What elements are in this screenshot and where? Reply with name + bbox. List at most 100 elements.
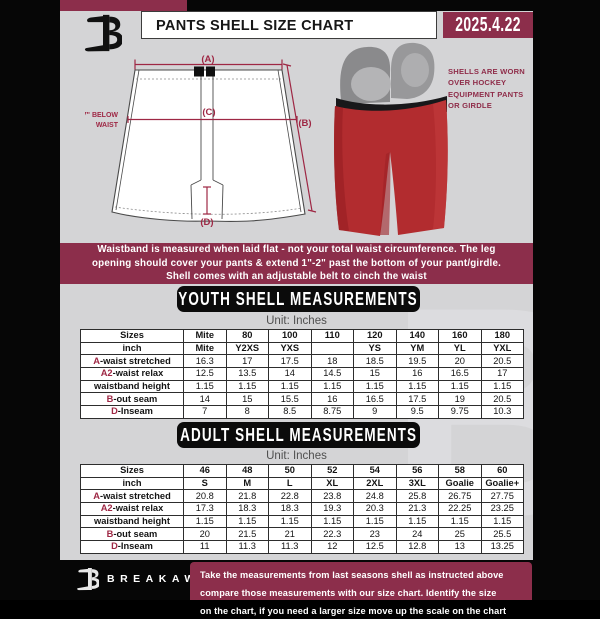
top-border xyxy=(0,0,600,11)
value-cell: 12.8 xyxy=(395,540,439,554)
value-cell: 16 xyxy=(395,367,439,381)
table-row: waistband height 1.15 1.15 1.15 1.15 1.15 1.15… xyxy=(80,379,524,394)
value-cell: 1.15 xyxy=(480,379,524,394)
value-cell: 27.75 xyxy=(480,489,524,504)
value-cell: 13.5 xyxy=(225,367,269,381)
table-row: inch S M L XL 2XL 3XL Goalie Goalie+ xyxy=(80,476,524,491)
adult-section-title: ADULT SHELL MEASUREMENTS xyxy=(180,424,417,446)
table-row: waistband height 1.15 1.15 1.15 1.15 1.15 1.15… xyxy=(80,514,524,529)
row-label: inch xyxy=(80,341,184,356)
value-cell: 24 xyxy=(395,527,439,542)
value-cell: 20.5 xyxy=(480,392,524,407)
value-cell: S xyxy=(183,476,227,491)
value-cell: YL xyxy=(438,341,482,356)
page-title-box: PANTS SHELL SIZE CHART xyxy=(141,11,437,39)
value-cell: 52 xyxy=(310,464,354,478)
value-cell: 110 xyxy=(310,329,354,343)
footer: BREAKAWAY Take the measurements from las… xyxy=(0,560,600,616)
value-cell: 1.15 xyxy=(480,514,524,529)
footer-instructions-box: Take the measurements from last seasons … xyxy=(190,562,532,616)
value-cell: 13.25 xyxy=(480,540,524,554)
value-cell: 21.5 xyxy=(225,527,269,542)
value-cell: 20 xyxy=(183,527,227,542)
youth-measurements-table: Sizes Mite 80 100 110 120 140 160 180 inch Mite Y2X… xyxy=(80,329,524,419)
left-border xyxy=(0,0,60,600)
label-a: (A) xyxy=(201,54,214,65)
adult-measurements-table: Sizes 46 48 50 52 54 56 58 60 inch S M L XL 2XL 3XL Goal… xyxy=(80,464,524,554)
value-cell: 14 xyxy=(183,392,227,407)
value-cell: 7 xyxy=(183,405,227,419)
value-cell: M xyxy=(225,476,269,491)
row-label: A2-waist relax xyxy=(80,502,184,516)
value-cell: 23.8 xyxy=(310,489,354,504)
value-cell: 11.3 xyxy=(225,540,269,554)
table-row: B-out seam 14 15 15.5 16 16.5 17.5 19 20.5 xyxy=(80,392,524,407)
value-cell: 1.15 xyxy=(438,514,482,529)
value-cell: 23.25 xyxy=(480,502,524,516)
value-cell: 8.5 xyxy=(268,405,312,419)
value-cell: 22.8 xyxy=(268,489,312,504)
table-row: A2-waist relax 17.3 18.3 18.3 19.3 20.3 21.3 22… xyxy=(80,502,524,516)
value-cell: Y2XS xyxy=(225,341,269,356)
label-b: (B) xyxy=(298,118,311,129)
value-cell: 22.3 xyxy=(310,527,354,542)
value-cell: 1.15 xyxy=(268,514,312,529)
value-cell: 20 xyxy=(438,354,482,369)
value-cell: 3XL xyxy=(395,476,439,491)
value-cell: 16.5 xyxy=(353,392,397,407)
value-cell: 8 xyxy=(225,405,269,419)
row-label: B-out seam xyxy=(80,527,184,542)
value-cell: 1.15 xyxy=(310,379,354,394)
row-label: Sizes xyxy=(80,329,184,343)
row-label: A2-waist relax xyxy=(80,367,184,381)
value-cell: L xyxy=(268,476,312,491)
row-label: inch xyxy=(80,476,184,491)
shell-usage-note: SHELLS ARE WORN OVER HOCKEY EQUIPMENT PA… xyxy=(448,67,525,111)
table-row: Sizes 46 48 50 52 54 56 58 60 xyxy=(80,464,524,478)
value-cell: 19.5 xyxy=(395,354,439,369)
value-cell: 1.15 xyxy=(225,514,269,529)
top-accent-bar xyxy=(60,0,187,11)
value-cell: XL xyxy=(310,476,354,491)
value-cell xyxy=(310,341,354,356)
value-cell: YM xyxy=(395,341,439,356)
table-row: Sizes Mite 80 100 110 120 140 160 180 xyxy=(80,329,524,343)
value-cell: 12.5 xyxy=(353,540,397,554)
value-cell: 17 xyxy=(225,354,269,369)
value-cell: 20.8 xyxy=(183,489,227,504)
row-label: Sizes xyxy=(80,464,184,478)
measurement-notice-banner: Waistband is measured when laid flat - n… xyxy=(60,243,533,284)
table-row: B-out seam 20 21.5 21 22.3 23 24 25 25.5 xyxy=(80,527,524,542)
date-text: 2025.4.22 xyxy=(455,13,521,36)
value-cell: 20.3 xyxy=(353,502,397,516)
value-cell: 19 xyxy=(438,392,482,407)
value-cell: 1.15 xyxy=(183,379,227,394)
value-cell: Goalie+ xyxy=(480,476,524,491)
row-label: A-waist stretched xyxy=(80,354,184,369)
value-cell: 58 xyxy=(438,464,482,478)
table-row: A-waist stretched 16.3 17 17.5 18 18.5 19.5 20 2… xyxy=(80,354,524,369)
value-cell: 10.3 xyxy=(480,405,524,419)
footer-instructions-text: Take the measurements from last seasons … xyxy=(200,570,507,616)
value-cell: YXS xyxy=(268,341,312,356)
value-cell: 15 xyxy=(225,392,269,407)
value-cell: 1.15 xyxy=(353,514,397,529)
value-cell: 18.5 xyxy=(353,354,397,369)
value-cell: 20.5 xyxy=(480,354,524,369)
value-cell: 180 xyxy=(480,329,524,343)
adult-section-banner: ADULT SHELL MEASUREMENTS xyxy=(177,422,420,448)
measurement-notice-text: Waistband is measured when laid flat - n… xyxy=(91,244,502,283)
page-title: PANTS SHELL SIZE CHART xyxy=(156,16,354,34)
value-cell: 1.15 xyxy=(225,379,269,394)
value-cell: 25.5 xyxy=(480,527,524,542)
measure-line-d xyxy=(203,186,211,215)
measure-line-a xyxy=(134,59,283,70)
value-cell: 12 xyxy=(310,540,354,554)
row-label: A-waist stretched xyxy=(80,489,184,504)
value-cell: 24.8 xyxy=(353,489,397,504)
value-cell: 13 xyxy=(438,540,482,554)
value-cell: 15 xyxy=(353,367,397,381)
value-cell: Mite xyxy=(183,329,227,343)
table-row: inch Mite Y2XS YXS YS YM YL YXL xyxy=(80,341,524,356)
value-cell: 9 xyxy=(353,405,397,419)
